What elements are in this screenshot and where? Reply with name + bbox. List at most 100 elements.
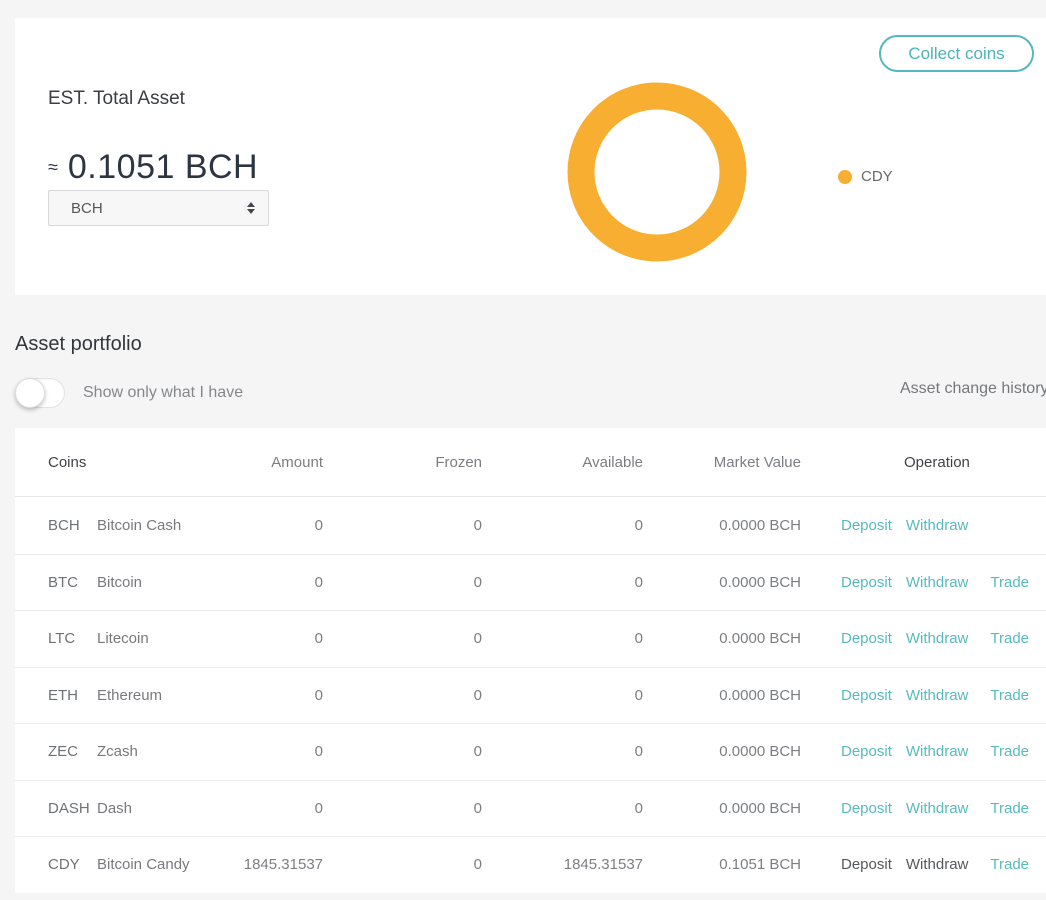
- toggle-knob: [15, 378, 45, 408]
- coin-symbol: LTC: [48, 630, 76, 648]
- operations-cell: Deposit Withdraw Trade: [841, 856, 1046, 873]
- asset-change-history-link[interactable]: Asset change history: [900, 380, 1046, 397]
- operations-cell: Deposit Withdraw Trade: [841, 574, 1046, 591]
- coin-symbol: BCH: [48, 516, 80, 534]
- currency-select[interactable]: BCH: [48, 190, 269, 226]
- operations-cell: Deposit Withdraw: [841, 517, 1046, 534]
- coin-symbol: ETH: [48, 686, 78, 704]
- legend-label-cdy: CDY: [861, 168, 893, 185]
- table-row: DASH Dash 0 0 0 0.0000 BCH Deposit Withdr…: [15, 779, 1046, 837]
- coin-name: Litecoin: [97, 630, 149, 648]
- withdraw-link[interactable]: Withdraw: [905, 630, 969, 648]
- market-value: 0.0000 BCH: [719, 516, 801, 534]
- chart-legend: CDY: [838, 168, 893, 185]
- table-row: ZEC Zcash 0 0 0 0.0000 BCH Deposit Withdr…: [15, 723, 1046, 780]
- operations-cell: Deposit Withdraw Trade: [841, 630, 1046, 647]
- available-value: 0: [634, 630, 643, 648]
- table-header-row: Coins Amount Frozen Available Market Val…: [15, 428, 1046, 497]
- available-value: 0: [634, 573, 643, 591]
- available-value: 0: [634, 686, 643, 704]
- table-row: BCH Bitcoin Cash 0 0 0 0.0000 BCH Deposi…: [15, 497, 1046, 554]
- asset-distribution-donut-chart: [567, 82, 747, 262]
- show-only-owned-toggle[interactable]: [15, 378, 65, 408]
- coin-name: Bitcoin Candy: [97, 856, 190, 874]
- coin-name: Zcash: [97, 743, 138, 761]
- trade-link[interactable]: Trade: [990, 856, 1030, 874]
- legend-dot-cdy: [838, 169, 852, 184]
- withdraw-link[interactable]: Withdraw: [905, 856, 969, 874]
- coin-name: Bitcoin: [97, 573, 143, 591]
- coin-symbol: CDY: [48, 856, 80, 874]
- frozen-value: 0: [473, 686, 482, 704]
- amount-value: 0: [314, 630, 323, 648]
- trade-link[interactable]: Trade: [990, 573, 1030, 591]
- total-asset-title: EST. Total Asset: [48, 88, 185, 109]
- withdraw-link[interactable]: Withdraw: [905, 686, 969, 704]
- portfolio-section-head: Asset portfolio Show only what I have As…: [15, 295, 1046, 428]
- operations-cell: Deposit Withdraw Trade: [841, 687, 1046, 704]
- table-row: ETH Ethereum 0 0 0 0.0000 BCH Deposit Wit…: [15, 666, 1046, 724]
- market-value: 0.0000 BCH: [719, 573, 801, 591]
- total-asset-value-row: ≈ 0.1051 BCH: [48, 148, 258, 187]
- frozen-value: 0: [473, 856, 482, 874]
- col-header-coins: Coins: [48, 453, 87, 471]
- total-asset-card: EST. Total Asset ≈ 0.1051 BCH BCH CDY Co…: [15, 18, 1046, 295]
- withdraw-link[interactable]: Withdraw: [905, 516, 969, 534]
- show-only-owned-row: Show only what I have: [15, 378, 243, 408]
- asset-table: Coins Amount Frozen Available Market Val…: [15, 428, 1046, 893]
- table-row: LTC Litecoin 0 0 0 0.0000 BCH Deposit Wit…: [15, 610, 1046, 667]
- amount-value: 1845.31537: [243, 856, 323, 874]
- currency-select-wrap: BCH: [48, 190, 269, 226]
- trade-link[interactable]: Trade: [990, 686, 1030, 704]
- amount-value: 0: [314, 686, 323, 704]
- market-value: 0.0000 BCH: [719, 743, 801, 761]
- amount-value: 0: [314, 573, 323, 591]
- deposit-link[interactable]: Deposit: [841, 630, 892, 648]
- available-value: 0: [634, 516, 643, 534]
- total-asset-value: 0.1051 BCH: [67, 148, 259, 186]
- deposit-link[interactable]: Deposit: [841, 686, 892, 704]
- col-header-available: Available: [582, 453, 643, 471]
- col-header-operation: Operation: [904, 453, 970, 471]
- frozen-value: 0: [473, 630, 482, 648]
- trade-link[interactable]: Trade: [990, 799, 1030, 817]
- market-value: 0.1051 BCH: [719, 856, 801, 874]
- coin-name: Dash: [97, 799, 133, 817]
- collect-coins-button[interactable]: Collect coins: [879, 35, 1034, 72]
- col-header-frozen: Frozen: [435, 453, 482, 471]
- donut-ring-cdy: [567, 82, 747, 262]
- coin-name: Bitcoin Cash: [97, 516, 182, 534]
- frozen-value: 0: [473, 516, 482, 534]
- deposit-link[interactable]: Deposit: [841, 573, 892, 591]
- approx-symbol: ≈: [48, 157, 58, 177]
- deposit-link[interactable]: Deposit: [841, 799, 892, 817]
- market-value: 0.0000 BCH: [719, 686, 801, 704]
- deposit-link[interactable]: Deposit: [841, 743, 892, 761]
- available-value: 0: [634, 799, 643, 817]
- frozen-value: 0: [473, 573, 482, 591]
- frozen-value: 0: [473, 799, 482, 817]
- trade-link[interactable]: Trade: [990, 743, 1030, 761]
- coin-symbol: DASH: [48, 799, 90, 817]
- table-row: CDY Bitcoin Candy 1845.31537 0 1845.3153…: [15, 836, 1046, 893]
- available-value: 0: [634, 743, 643, 761]
- withdraw-link[interactable]: Withdraw: [905, 743, 969, 761]
- deposit-link[interactable]: Deposit: [841, 856, 892, 874]
- coin-name: Ethereum: [97, 686, 163, 704]
- coin-symbol: BTC: [48, 573, 78, 591]
- show-only-owned-label: Show only what I have: [83, 384, 244, 401]
- amount-value: 0: [314, 743, 323, 761]
- trade-link[interactable]: Trade: [990, 630, 1030, 648]
- frozen-value: 0: [473, 743, 482, 761]
- market-value: 0.0000 BCH: [719, 630, 801, 648]
- operations-cell: Deposit Withdraw Trade: [841, 743, 1046, 760]
- withdraw-link[interactable]: Withdraw: [905, 799, 969, 817]
- portfolio-title: Asset portfolio: [15, 333, 142, 355]
- col-header-market-value: Market Value: [713, 453, 801, 471]
- operations-cell: Deposit Withdraw Trade: [841, 800, 1046, 817]
- table-row: BTC Bitcoin 0 0 0 0.0000 BCH Deposit With…: [15, 553, 1046, 611]
- deposit-link[interactable]: Deposit: [841, 516, 892, 534]
- withdraw-link[interactable]: Withdraw: [905, 573, 969, 591]
- main-content: EST. Total Asset ≈ 0.1051 BCH BCH CDY Co…: [15, 18, 1046, 893]
- amount-value: 0: [314, 516, 323, 534]
